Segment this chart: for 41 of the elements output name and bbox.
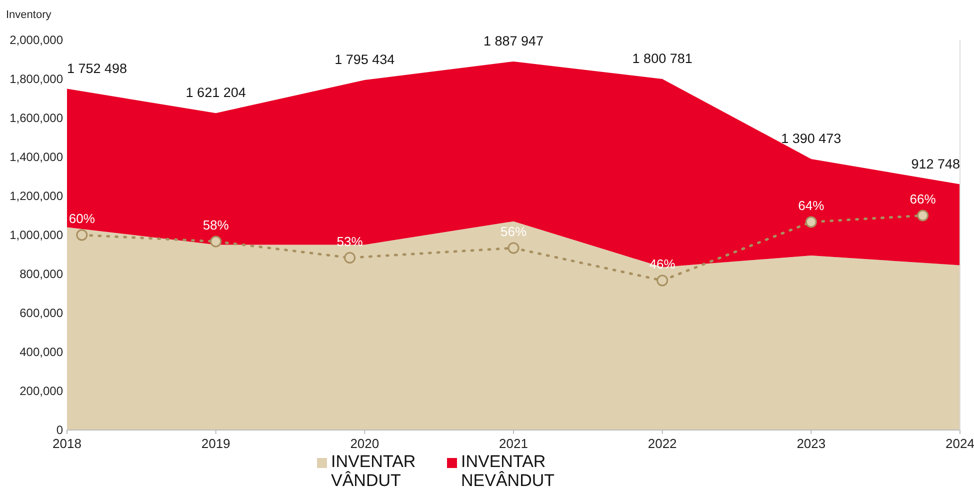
x-tick-label: 2023 bbox=[796, 436, 826, 451]
y-tick-label: 2,000,000 bbox=[10, 33, 64, 48]
y-tick-label: 600,000 bbox=[20, 306, 64, 320]
point bbox=[656, 274, 668, 286]
y-tick-label: 1,200,000 bbox=[10, 189, 64, 204]
data-label: 66% bbox=[910, 192, 936, 206]
annotation: 1 752 498 bbox=[67, 60, 128, 76]
y-tick-label: 400,000 bbox=[20, 345, 64, 360]
x-tick-label: 2020 bbox=[350, 436, 380, 451]
point bbox=[210, 236, 222, 248]
annotation: 1 390 473 bbox=[781, 130, 842, 146]
point bbox=[344, 252, 356, 264]
annotation: 1 887 947 bbox=[483, 33, 544, 48]
y-tick-label: 200,000 bbox=[20, 384, 64, 398]
data-label: 64% bbox=[798, 198, 825, 213]
point bbox=[805, 216, 817, 228]
data-label: 56% bbox=[500, 224, 527, 239]
y-tick-label: 1,400,000 bbox=[10, 150, 64, 164]
legend-label: INVENTAR VÂNDUT bbox=[331, 452, 416, 490]
point bbox=[917, 210, 929, 222]
x-tick-label: 2019 bbox=[201, 436, 230, 451]
data-label: 60% bbox=[68, 211, 96, 226]
point bbox=[76, 229, 88, 241]
y-tick-label: 0 bbox=[56, 423, 64, 438]
legend-label: INVENTAR NEVÂNDUT bbox=[461, 452, 555, 490]
x-tick-label: 2024 bbox=[946, 436, 974, 451]
x-tick-label: 2022 bbox=[648, 436, 677, 451]
y-tick-label: 1,800,000 bbox=[10, 72, 64, 86]
x-tick-label: 2018 bbox=[52, 436, 82, 451]
point bbox=[508, 242, 520, 254]
x-tick-label: 2021 bbox=[499, 436, 528, 451]
y-tick-label: 1,600,000 bbox=[10, 111, 64, 126]
y-axis-title: Inventory bbox=[6, 9, 52, 21]
y-tick-label: 1,000,000 bbox=[10, 228, 64, 242]
annotation: 1 800 781 bbox=[632, 51, 692, 66]
data-label: 58% bbox=[202, 218, 230, 232]
annotation: 1 621 204 bbox=[186, 85, 246, 100]
annotation: 1 795 434 bbox=[334, 52, 396, 67]
data-label: 53% bbox=[336, 234, 364, 249]
annotation: 912 748 bbox=[911, 156, 960, 172]
y-tick-label: 800,000 bbox=[20, 267, 64, 282]
